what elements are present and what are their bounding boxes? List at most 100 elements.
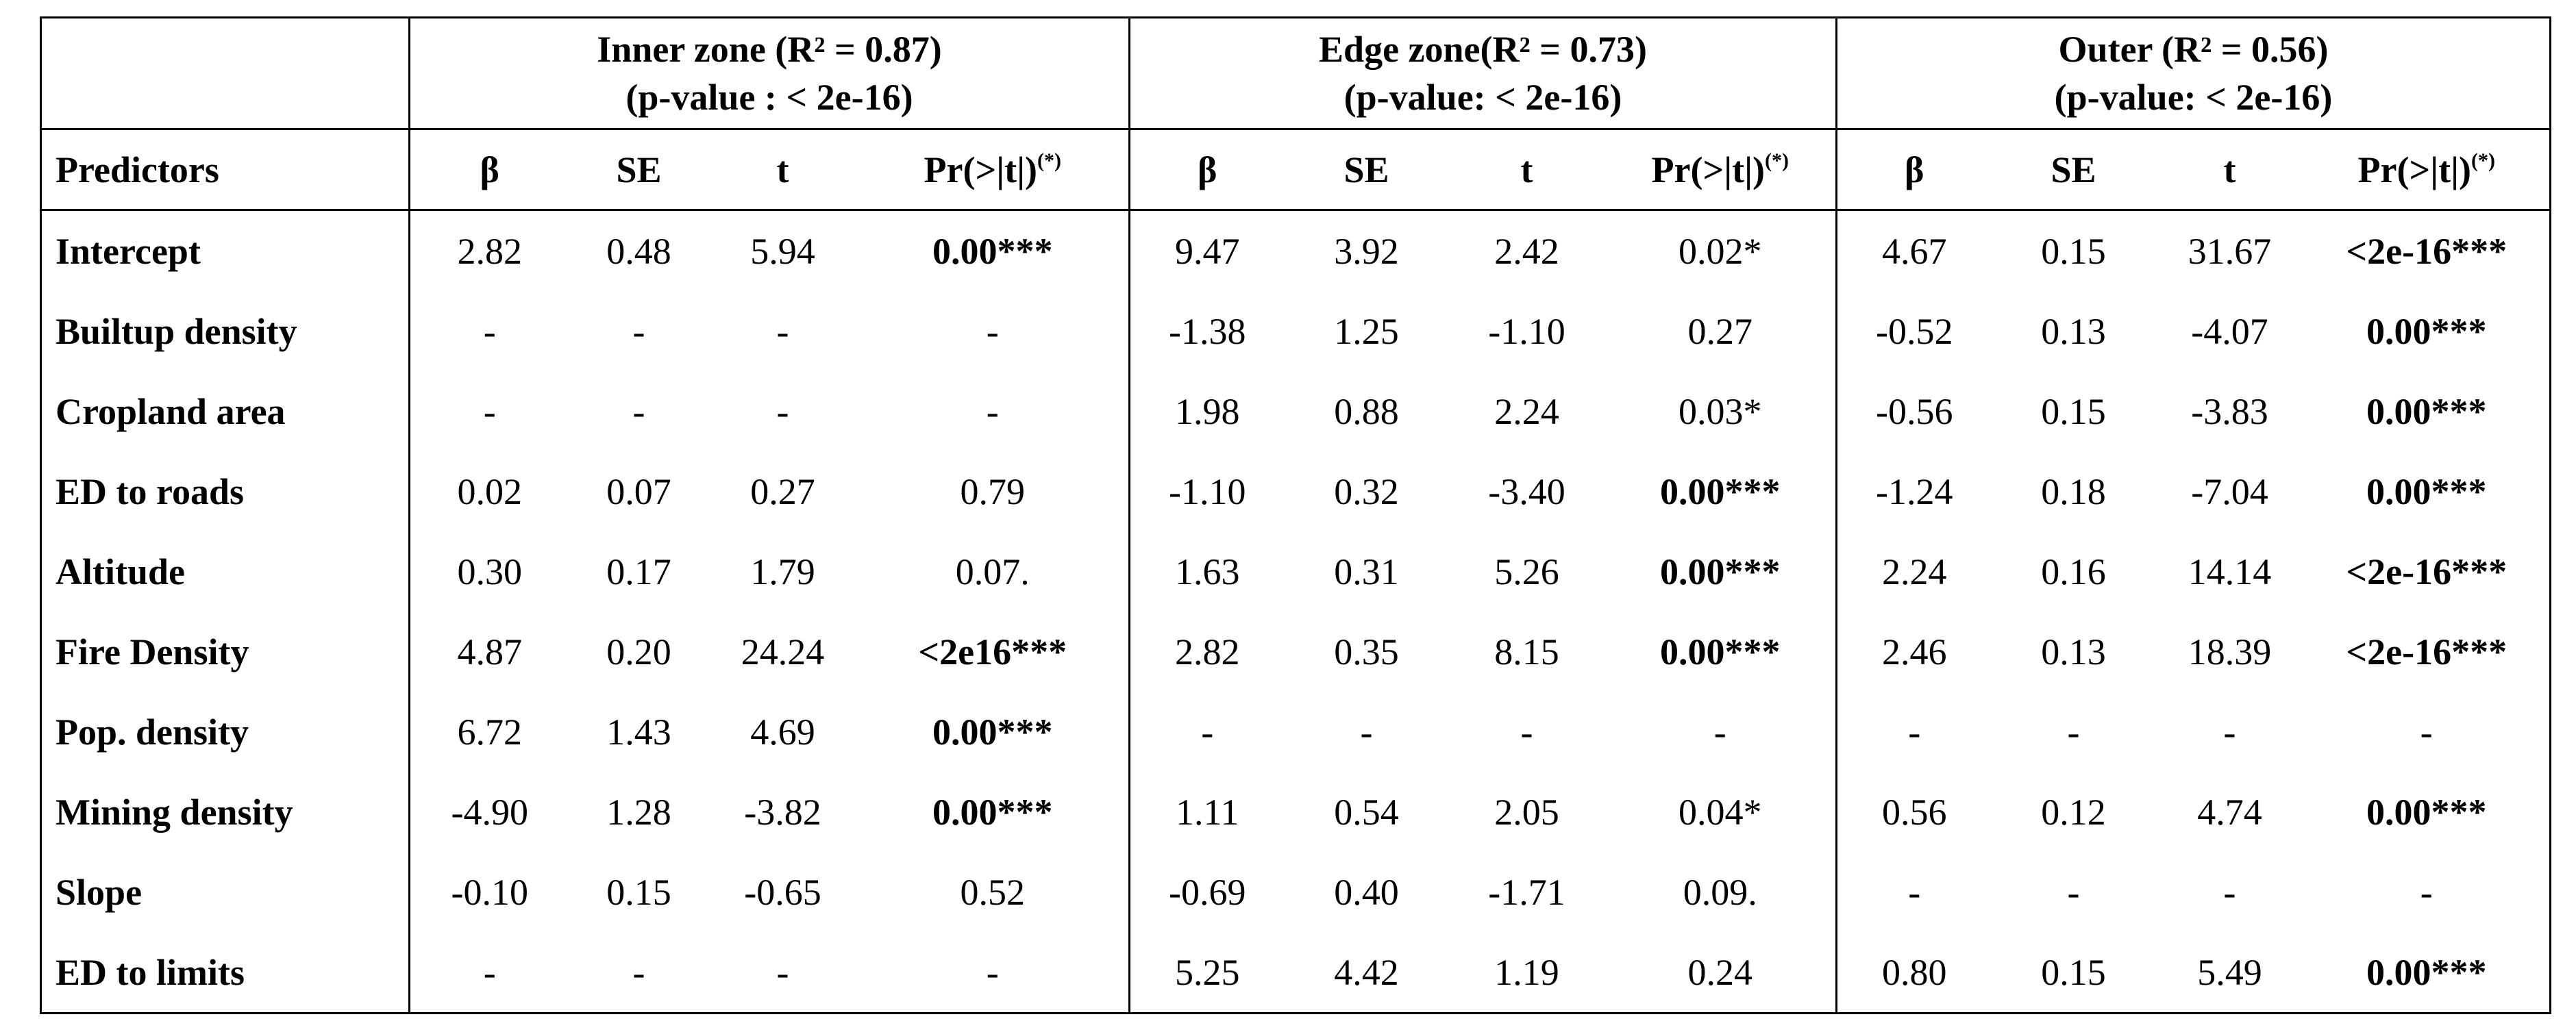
column-label: Predictors [55,149,219,190]
group-pvalue: (p-value: < 2e-16) [2054,77,2333,118]
cell-value: -4.07 [2191,310,2268,352]
cell-value: 0.15 [2041,951,2106,993]
cell-value: - [2420,871,2433,913]
cell-value: - [632,310,645,352]
value-cell: 14.14 [2156,531,2304,612]
column-label: SE [616,149,662,190]
cell-value: 0.13 [2041,310,2106,352]
value-cell: -0.10 [408,852,569,932]
column-label: Pr(>|t|) [924,149,1037,190]
cell-value: - [483,310,496,352]
value-cell: 2.24 [1835,531,1992,612]
cell-value: - [1713,711,1726,753]
value-cell: 0.04* [1605,772,1837,852]
value-cell: 0.00*** [2303,772,2551,852]
value-cell: 1.79 [709,531,857,612]
value-cell: -4.90 [408,772,569,852]
value-cell: - [1605,692,1837,772]
cell-value: 1.98 [1175,390,1240,432]
value-cell: 0.80 [1835,932,1992,1014]
predictor-name: ED to roads [55,470,245,512]
value-cell: 0.48 [569,210,709,292]
cell-value: 0.00*** [1660,551,1781,592]
predictor-name: Builtup density [55,310,297,352]
predictor-cell: Fire Density [40,612,410,692]
cell-value: 0.27 [1687,310,1753,352]
cell-value: -1.71 [1488,871,1565,913]
cell-value: 0.27 [750,470,815,512]
predictor-cell: Mining density [40,772,410,852]
column-label: SE [2051,149,2096,190]
value-cell: - [569,932,709,1014]
cell-value: 0.56 [1882,791,1947,833]
cell-value: 1.63 [1175,551,1240,592]
data-row: Altitude 0.30 0.17 1.79 0.07. 1.63 0.31 5.26 0.0… [40,531,2551,612]
column-header: Pr(>|t|)(*) [2303,129,2551,211]
cell-value: 0.48 [606,230,671,272]
column-label: SE [1343,149,1389,190]
cell-value: 8.15 [1494,631,1559,672]
cell-value: -0.65 [744,871,821,913]
cell-value: 14.14 [2188,551,2272,592]
value-cell: 24.24 [709,612,857,692]
group-header-row: Inner zone (R² = 0.87) (p-value : < 2e-16… [40,16,2551,130]
value-cell: <2e-16*** [2303,612,2551,692]
cell-value: 2.24 [1494,390,1559,432]
cell-value: - [483,951,496,993]
value-cell: 0.15 [1992,371,2156,451]
cell-value: - [776,390,789,432]
cell-value: -0.52 [1876,310,1953,352]
cell-value: 0.40 [1334,871,1399,913]
cell-value: 2.05 [1494,791,1559,833]
value-cell: 0.52 [857,852,1130,932]
regression-table: Inner zone (R² = 0.87) (p-value : < 2e-16… [40,16,2551,1014]
cell-value: 1.11 [1176,791,1239,833]
data-row: Builtup density - - - - -1.38 1.25 -1.10 0.27 -0.… [40,291,2551,371]
value-cell: 0.40 [1285,852,1449,932]
value-cell: 0.00*** [857,692,1130,772]
cell-value: 5.49 [2197,951,2262,993]
cell-value: -7.04 [2191,470,2268,512]
cell-value: -1.10 [1488,310,1565,352]
data-row: Slope -0.10 0.15 -0.65 0.52 -0.69 0.40 -1.71 0.0… [40,852,2551,932]
column-label: Pr(>|t|) [2357,149,2471,190]
value-cell: 1.98 [1128,371,1285,451]
cell-value: 0.52 [960,871,1026,913]
value-cell: 8.15 [1449,612,1605,692]
value-cell: 0.00*** [2303,371,2551,451]
value-cell: 0.56 [1835,772,1992,852]
cell-value: - [2223,871,2236,913]
group-pvalue: (p-value: < 2e-16) [1343,77,1622,118]
value-cell: 1.19 [1448,932,1605,1014]
column-header: t [1448,129,1605,211]
cell-value: -3.82 [744,791,821,833]
value-cell: 0.27 [709,451,857,531]
value-cell: -1.38 [1128,291,1285,371]
cell-value: 0.24 [1687,951,1753,993]
column-header: Pr(>|t|)(*) [1605,129,1837,211]
value-cell: -0.56 [1835,371,1992,451]
cell-value: 1.19 [1494,951,1559,993]
column-header: SE [1991,129,2156,211]
cell-value: 0.00*** [2366,390,2487,432]
predictor-cell: Pop. density [40,692,410,772]
value-cell: -0.52 [1835,291,1992,371]
value-cell: 2.24 [1449,371,1605,451]
value-cell: -3.82 [709,772,857,852]
data-row: Fire Density 4.87 0.20 24.24 <2e16*** 2.82 0.3… [40,612,2551,692]
value-cell: - [408,291,569,371]
cell-value: - [632,951,645,993]
value-cell: 9.47 [1128,210,1285,291]
cell-value: - [1201,711,1214,753]
cell-value: - [2420,711,2433,753]
value-cell: 5.49 [2155,932,2304,1014]
value-cell: - [708,932,857,1014]
empty-cell [40,16,410,130]
column-note: (*) [2470,149,2495,172]
predictor-cell: Altitude [40,531,410,612]
value-cell: -3.83 [2156,371,2304,451]
value-cell: - [857,291,1130,371]
cell-value: 18.39 [2188,631,2272,672]
value-cell: 1.43 [569,692,709,772]
cell-value: -1.10 [1169,470,1246,512]
